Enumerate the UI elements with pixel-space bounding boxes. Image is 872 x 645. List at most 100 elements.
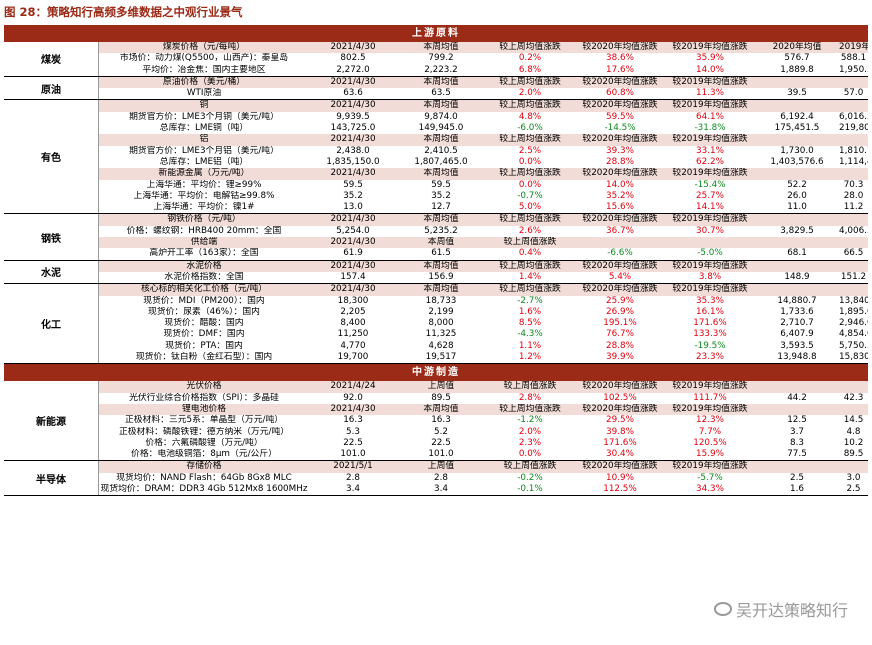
indicator-name: 原油价格（美元/桶） [162,76,246,87]
table-cell: 4.8% [518,111,542,122]
table-cell: 1,733.6 [780,306,814,317]
indicator-name: 期货官方价：LME3个月铝（美元/吨） [129,145,279,156]
table-cell: 62.2% [696,156,724,167]
industry-data-table: 上游原料 煤炭 煤炭价格（元/每吨） 2021/4/30 本周均值 较上周均值涨跌 较202… [4,25,868,497]
table-subheader-row: 核心标的相关化工价格（元/吨） 2021/4/30 本周均值 较上周均值涨跌 较2020… [99,284,868,296]
table-cell: 2021/4/30 [330,168,376,179]
table-cell: 11.2 [843,202,864,213]
indicator-name: 存储价格 [186,461,222,472]
table-cell: 较2019年均值涨跌 [672,168,748,179]
table-cell: 7.7% [698,426,722,437]
table-cell [839,168,868,179]
table-cell: 5,750.3 [839,340,868,351]
table-cell: 2,223.2 [424,64,458,75]
table-cell: 35.2 [431,190,451,201]
table-cell: 3.0 [846,472,861,483]
table-cell: 151.2 [840,271,867,282]
table-cell: 5,235.2 [424,225,458,236]
industry-group: 半导体 存储价格 2021/5/1 上周值 较上周值涨跌 较2020年均值涨跌 较2019年… [4,461,868,497]
table-cell: 16.3 [343,415,363,426]
table-cell: 较上周均值涨跌 [499,168,561,179]
indicator-name: 光伏行业综合价格指数（SPI）：多晶硅 [129,392,279,403]
indicator-name: 市场价：动力煤(Q5500，山西产)：秦皇岛 [119,53,289,64]
table-cell: 1.1% [518,340,542,351]
table-cell: 较上周均值涨跌 [499,284,561,295]
table-cell [575,237,665,248]
table-cell: -0.7% [517,190,543,201]
table-cell: 2,710.7 [780,318,814,329]
table-cell: 1.2% [518,352,542,363]
table-cell: 0.0% [518,179,542,190]
table-cell: 3.4 [434,483,448,494]
table-cell: 2,205 [340,306,366,317]
table-cell [755,168,839,179]
table-cell: -6.0% [517,123,543,134]
table-cell: 3,593.5 [780,340,814,351]
indicator-name: 现货价：钛白粉（金红石型）：国内 [135,352,273,363]
table-cell: 0.0% [518,156,542,167]
table-cell: 61.9 [343,248,363,259]
table-row: 现货价：醋酸：国内 8,400 8,000 8.5% 195.1% 171.6% 2,710… [99,318,868,329]
table-row: 价格：螺纹钢：HRB400 20mm：全国 5,254.0 5,235.2 2.6% 3… [99,226,868,237]
table-cell: 3.4 [346,483,360,494]
table-cell: 120.5% [693,437,727,448]
table-row: 总库存：LME铜（吨） 143,725.0 149,945.0 -6.0% -14.5%… [99,123,868,134]
industry-group: 原油 原油价格（美元/桶） 2021/4/30 本周均值 较上周均值涨跌 较2020年均值… [4,76,868,101]
table-cell: -19.5% [694,340,726,351]
table-cell: 1,730.0 [780,145,814,156]
table-cell: -6.6% [607,248,633,259]
indicator-name: 正极材料：磷酸铁锂：德方纳米（万元/吨） [118,426,290,437]
table-cell: 本周均值 [423,100,459,111]
table-cell: -5.0% [697,248,723,259]
table-cell [665,237,755,248]
industry-label: 水泥 [4,260,99,284]
table-cell: 2.3% [518,437,542,448]
table-cell: 44.2 [787,392,807,403]
table-cell: 26.0 [787,190,807,201]
indicator-name: 上海华通：平均价：锂≥99% [146,179,262,190]
table-cell: 4,770 [340,340,366,351]
indicator-name: 煤炭价格（元/每吨） [162,42,246,52]
table-cell: 64.1% [696,111,724,122]
indicator-name: 上海华通：平均价：电解钴≥99.8% [133,190,275,201]
table-cell: 25.7% [696,190,724,201]
table-cell: 本周均值 [423,76,459,87]
table-cell: 14.0% [606,179,634,190]
industry-label: 钢铁 [4,214,99,260]
table-cell [839,237,868,248]
indicator-name: 新能源金属（万元/吨） [158,168,250,179]
table-cell: 68.1 [787,248,807,259]
industry-group: 有色铜 2021/4/30 本周均值 较上周均值涨跌 较2020年均值涨跌 较2019年均… [4,100,868,215]
table-cell: 8.3 [790,437,804,448]
table-cell: 12.5 [787,415,807,426]
table-cell [755,381,839,392]
indicator-name: 钢铁价格（元/吨） [167,214,241,225]
table-cell: 59.5% [606,111,634,122]
table-row: 期货官方价：LME3个月铝（美元/吨） 2,438.0 2,410.5 2.5% 39.… [99,146,868,157]
table-cell [755,404,839,415]
table-row: 现货价：钛白粉（金红石型）：国内 19,700 19,517 1.2% 39.9% 23.… [99,352,868,363]
table-cell: 39.8% [606,426,634,437]
table-cell: 63.6 [343,88,363,99]
table-cell: 较2019年均值涨跌 [672,100,748,111]
table-cell: 22.5 [343,437,363,448]
table-cell: 较2020年均值涨跌 [582,214,658,225]
table-cell: 较2019年均值涨跌 [672,381,748,392]
indicator-name: 光伏价格 [186,381,222,392]
table-subheader-row: 新能源金属（万元/吨） 2021/4/30 本周均值 较上周均值涨跌 较2020年均值涨… [99,168,868,180]
indicator-name: 供给端 [190,237,218,248]
table-cell: 576.7 [784,53,810,64]
indicator-name: 铝 [199,134,209,145]
table-row: 上海华通：平均价：镍1# 13.0 12.7 5.0% 15.6% 14.1% 11.0 11… [99,202,868,213]
table-cell: 本周均值 [423,284,459,295]
table-cell: 39.9% [606,352,634,363]
table-cell [755,77,839,88]
table-cell: 2,946.0 [839,318,868,329]
table-cell: 35.9% [696,53,724,64]
table-cell [839,100,868,111]
table-cell [839,261,868,272]
table-cell: 15,830.2 [839,352,868,363]
table-cell: 11.0 [787,202,807,213]
table-cell: 较上周值涨跌 [503,381,557,392]
table-cell: 14,880.7 [777,295,817,306]
